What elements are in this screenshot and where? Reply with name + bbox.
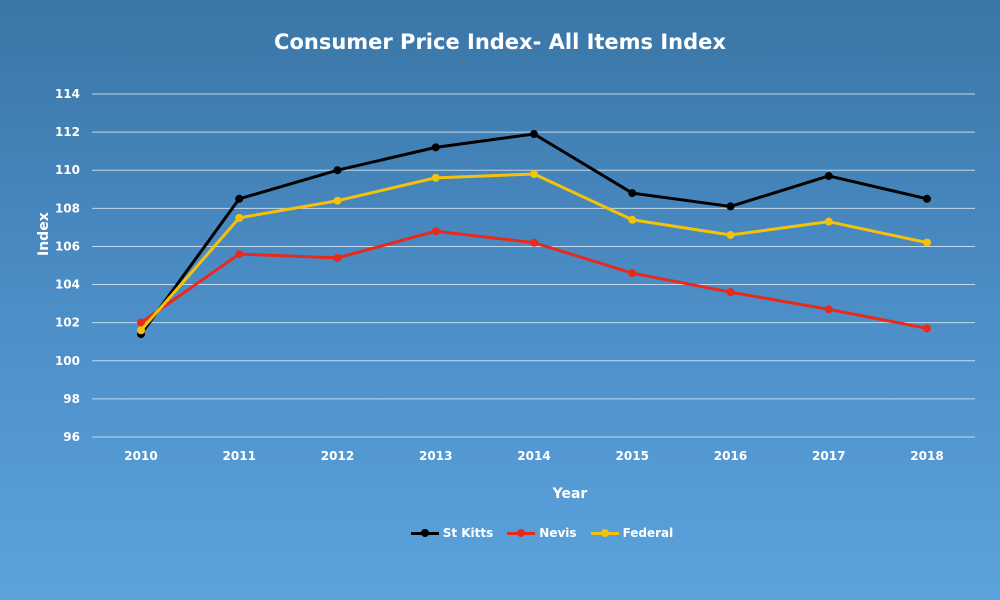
data-point — [628, 215, 637, 224]
x-tick-label: 2018 — [910, 449, 943, 463]
legend: St Kitts Nevis Federal — [42, 526, 1000, 540]
chart-title: Consumer Price Index- All Items Index — [274, 30, 726, 54]
legend-item: Federal — [590, 526, 674, 540]
y-tick-label: 114 — [55, 87, 80, 101]
data-point — [530, 130, 538, 139]
legend-label: Federal — [622, 526, 674, 540]
data-point — [431, 227, 440, 236]
y-tick-label: 110 — [55, 163, 80, 177]
x-tick-label: 2016 — [714, 449, 747, 463]
y-tick-label: 98 — [63, 392, 80, 406]
data-point — [628, 189, 637, 198]
x-tick-label: 2012 — [321, 449, 354, 463]
y-tick-label: 108 — [55, 201, 80, 215]
data-point — [235, 250, 244, 259]
data-point — [333, 196, 342, 205]
data-point — [431, 173, 440, 182]
x-tick-label: 2013 — [419, 449, 452, 463]
series-line — [139, 132, 929, 336]
legend-item: Nevis — [507, 526, 577, 540]
data-point — [824, 305, 833, 314]
x-tick-label: 2011 — [223, 449, 256, 463]
legend-marker — [517, 529, 526, 537]
data-point — [726, 202, 735, 211]
x-tick-label: 2017 — [812, 449, 845, 463]
data-point — [824, 171, 833, 180]
y-tick-label: 96 — [63, 430, 80, 444]
data-point — [137, 326, 145, 335]
x-tick-label: 2010 — [124, 449, 157, 463]
y-tick-label: 102 — [55, 316, 80, 330]
data-point — [824, 217, 833, 226]
legend-swatch — [507, 526, 536, 540]
y-tick-label: 104 — [55, 278, 80, 292]
data-point — [333, 166, 342, 175]
data-point — [726, 231, 735, 240]
data-point — [333, 253, 342, 262]
legend-marker — [420, 529, 429, 537]
legend-item: St Kitts — [410, 526, 494, 540]
data-point — [628, 269, 637, 278]
data-point — [431, 143, 440, 152]
data-point — [923, 238, 931, 247]
x-tick-label: 2015 — [616, 449, 649, 463]
data-point — [235, 194, 244, 203]
legend-label: Nevis — [539, 526, 577, 540]
data-point — [726, 288, 735, 297]
legend-marker — [600, 529, 609, 537]
legend-swatch — [410, 526, 439, 540]
data-point — [923, 194, 931, 203]
data-point — [235, 213, 244, 222]
legend-label: St Kitts — [442, 526, 494, 540]
data-point — [923, 324, 931, 333]
legend-swatch — [590, 526, 619, 540]
x-axis-label: Year — [552, 486, 588, 502]
x-tick-label: 2014 — [517, 449, 550, 463]
data-point — [530, 170, 538, 179]
data-point — [137, 318, 145, 327]
y-tick-label: 100 — [55, 354, 80, 368]
data-point — [530, 238, 538, 247]
y-tick-label: 112 — [55, 125, 80, 139]
y-tick-label: 106 — [55, 239, 80, 253]
